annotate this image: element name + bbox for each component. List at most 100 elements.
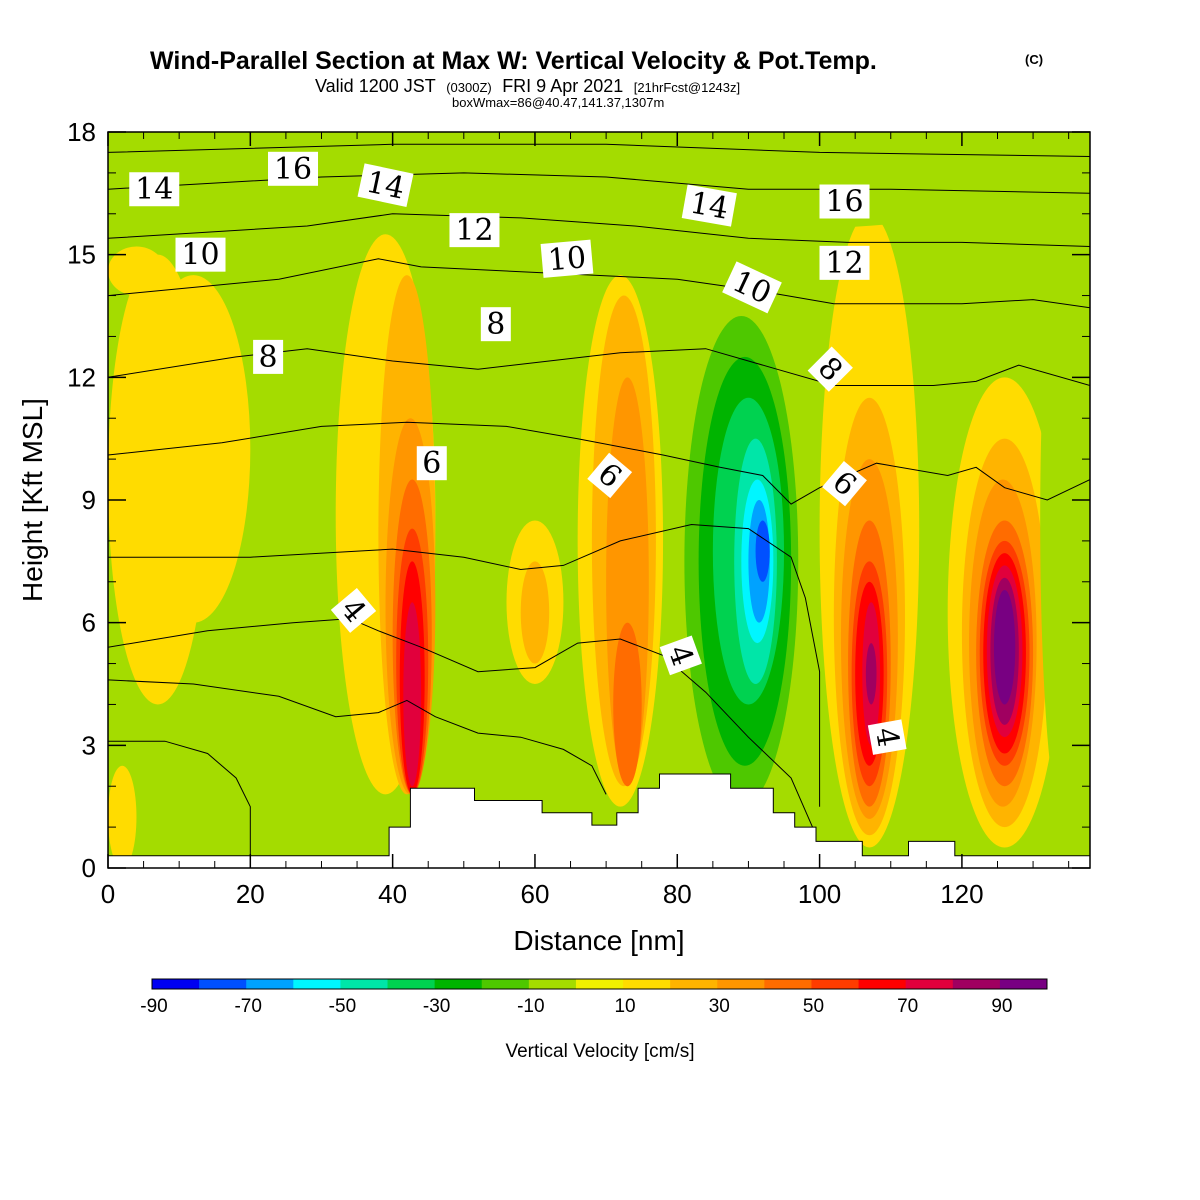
y-tick-label: 18: [67, 117, 96, 147]
contour-label-13: 6: [416, 446, 447, 481]
contour-label-box: [449, 213, 500, 248]
velocity-cell-34: [865, 643, 877, 705]
colorbar-swatch: [623, 979, 671, 989]
axes: 0 20 40 60 80 100 120 0 3 6 9 12 15 18: [67, 117, 1090, 909]
colorbar-swatch: [952, 979, 1001, 989]
theta-line-2: [108, 618, 813, 828]
y-tick-label: 9: [82, 485, 96, 515]
colorbar-swatch: [811, 979, 860, 989]
colorbar-swatch: [293, 979, 341, 989]
contour-label-3: 12: [449, 213, 500, 248]
colorbar-swatch: [528, 979, 577, 989]
y-tick-label: 0: [82, 853, 96, 883]
contour-label-text: 12: [825, 246, 863, 281]
colorbar: -90 -70 -50 -30 -10 10 30 50 70 90: [140, 978, 1048, 1017]
x-tick-label: 80: [663, 879, 692, 909]
velocity-cell-10: [403, 602, 422, 787]
contour-label-box: [480, 307, 511, 342]
contour-label-box: [175, 237, 226, 272]
terrain: [108, 773, 1090, 868]
theta-line-5: [108, 348, 1090, 386]
contour-label-box: [268, 151, 319, 186]
contour-label-text: 8: [486, 307, 505, 342]
y-tick-label: 3: [82, 730, 96, 760]
contour-label-box: [867, 719, 907, 755]
velocity-cell-3: [108, 246, 165, 296]
subtitle-valid: Valid 1200 JST: [315, 76, 436, 96]
x-tick-label: 100: [798, 879, 841, 909]
contour-label-text: 8: [259, 340, 278, 375]
box-info: boxWmax=86@40.47,141.37,1307m: [452, 95, 664, 110]
contour-label-box: [722, 261, 782, 314]
contour-label-text: 16: [274, 152, 312, 187]
contour-label-9: 12: [819, 245, 870, 281]
theta-line-1: [108, 679, 607, 795]
colorbar-swatch: [858, 979, 907, 989]
theta-line-8: [108, 172, 1090, 194]
contour-label-0: 14: [129, 172, 180, 207]
colorbar-tick-label: -10: [517, 996, 544, 1017]
contour-label-text: 10: [181, 238, 219, 273]
contour-label-18: 4: [867, 719, 907, 755]
subtitle-utc: (0300Z): [446, 80, 492, 95]
contour-label-box: [416, 446, 447, 481]
x-tick-label: 60: [520, 879, 549, 909]
colorbar-swatch: [152, 979, 200, 989]
contour-label-6: 14: [681, 184, 737, 227]
colorbar-swatch: [340, 979, 389, 989]
contour-label-box: [587, 452, 633, 499]
velocity-cell-0: [108, 765, 137, 868]
y-tick-label: 15: [67, 240, 96, 270]
x-axis-label: Distance [nm]: [513, 925, 684, 956]
colorbar-swatch: [481, 979, 530, 989]
contour-label-box: [819, 184, 870, 219]
contour-label-text: 16: [825, 185, 863, 220]
velocity-cell-26: [755, 520, 770, 582]
colorbar-swatch: [246, 979, 294, 989]
colorbar-swatch: [717, 979, 765, 989]
colorbar-tick-label: -90: [140, 996, 167, 1017]
theta-line-9: [108, 143, 1090, 157]
y-tick-label: 6: [82, 608, 96, 638]
colorbar-tick-label: -70: [234, 996, 261, 1017]
contour-label-box: [822, 460, 867, 507]
colorbar-swatch: [434, 979, 483, 989]
contour-label-2: 14: [357, 163, 414, 207]
colorbar-swatch: [199, 979, 247, 989]
colorbar-label: Vertical Velocity [cm/s]: [505, 1041, 694, 1062]
y-axis-label: Height [Kft MSL]: [17, 398, 48, 602]
contour-label-text: 14: [363, 165, 408, 207]
x-tick-label: 20: [236, 879, 265, 909]
contour-label-4: 10: [175, 237, 226, 273]
colorbar-tick-label: 50: [803, 996, 824, 1017]
velocity-field: [108, 132, 1090, 868]
colorbar-swatch: [575, 979, 624, 989]
chart-subtitle: Valid 1200 JST (0300Z) FRI 9 Apr 2021 [2…: [315, 76, 740, 96]
contour-label-11: 8: [480, 307, 511, 342]
contour-label-box: [681, 184, 737, 227]
colorbar-swatch: [764, 979, 812, 989]
colorbar-tick-label: 90: [991, 996, 1012, 1017]
velocity-cell-2: [136, 275, 251, 623]
contour-label-7: 16: [819, 184, 870, 220]
colorbar-swatch: [670, 979, 718, 989]
subtitle-forecast: [21hrFcst@1243z]: [634, 80, 740, 95]
velocity-cell-45: [1040, 213, 1090, 828]
contour-label-text: 14: [135, 172, 173, 207]
theta-line-4: [108, 421, 1090, 505]
copyright-mark: (C): [1025, 52, 1043, 67]
contour-label-box: [807, 346, 853, 392]
contour-label-17: 4: [659, 635, 702, 676]
colorbar-tick-label: -30: [423, 996, 450, 1017]
contour-label-box: [129, 172, 180, 207]
velocity-cell-18: [613, 622, 642, 787]
theta-line-0: [108, 740, 251, 856]
colorbar-tick-label: 30: [709, 996, 730, 1017]
contour-label-box: [357, 163, 414, 207]
theta-contours: [108, 143, 1090, 856]
contour-label-1: 16: [268, 151, 319, 187]
contour-label-text: 6: [422, 446, 441, 481]
contour-label-text: 12: [455, 213, 493, 248]
x-tick-label: 120: [940, 879, 983, 909]
